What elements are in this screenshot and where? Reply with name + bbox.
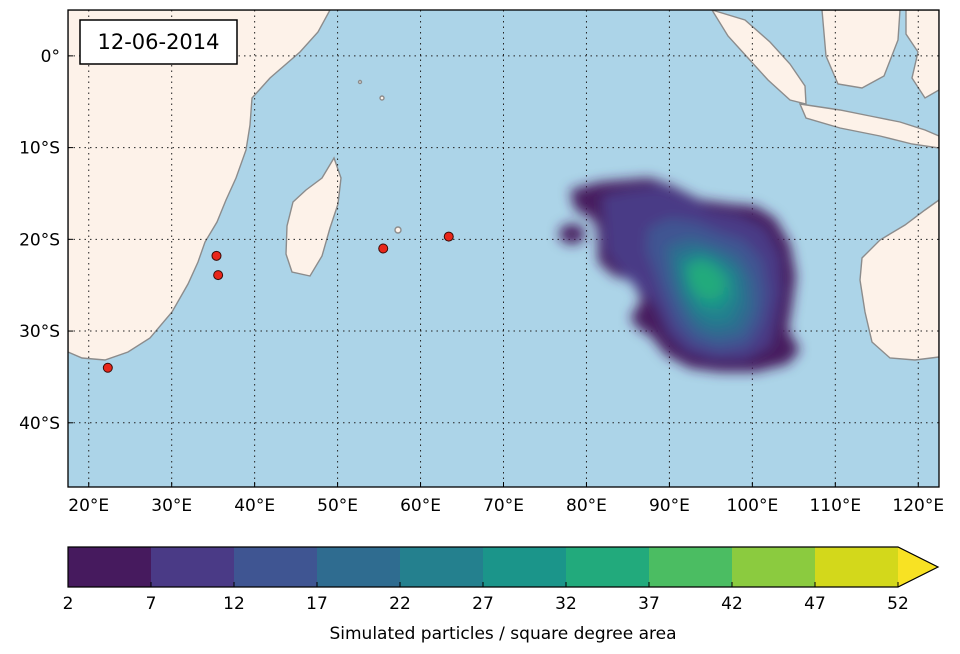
x-tick-label: 40°E (234, 496, 275, 516)
location-marker (378, 243, 389, 254)
x-tick-label: 70°E (483, 496, 524, 516)
java-landmass (798, 103, 939, 149)
x-tick-label: 100°E (727, 496, 779, 516)
colorbar-tick-label: 22 (389, 594, 411, 614)
y-axis-ticks: 0° 10°S 20°S 30°S 40°S (19, 47, 73, 434)
seychelles-island (357, 79, 363, 85)
x-tick-label: 120°E (892, 496, 944, 516)
australia-landmass (859, 199, 939, 361)
africa-landmass (68, 10, 331, 361)
y-tick-label: 40°S (19, 414, 60, 434)
colorbar-tick-label: 32 (555, 594, 577, 614)
x-axis-ticks: 20°E 30°E 40°E 50°E 60°E 70°E 80°E 90°E 100°E 110… (68, 482, 944, 516)
colorbar-tick-label: 27 (472, 594, 494, 614)
colorbar-segment (317, 547, 401, 587)
colorbar-tick-label: 7 (146, 594, 157, 614)
landmasses (68, 10, 939, 361)
y-tick-label: 30°S (19, 322, 60, 342)
colorbar-tick-label: 37 (638, 594, 660, 614)
colorbar-outline (67, 546, 940, 588)
x-tick-label: 90°E (649, 496, 690, 516)
x-tick-label: 60°E (400, 496, 441, 516)
y-tick-label: 10°S (19, 139, 60, 159)
location-marker (211, 250, 222, 261)
colorbar-tick-label: 42 (721, 594, 743, 614)
x-tick-label: 30°E (151, 496, 192, 516)
colorbar-title: Simulated particles / square degree area (329, 624, 676, 644)
colorbar: 2 7 12 17 22 27 32 37 42 47 52 (63, 546, 940, 614)
colorbar-tick-label: 12 (223, 594, 245, 614)
sumatra-landmass (711, 10, 807, 105)
y-tick-label: 20°S (19, 230, 60, 250)
colorbar-tick-label: 47 (804, 594, 826, 614)
location-marker (102, 362, 113, 373)
x-tick-label: 20°E (68, 496, 109, 516)
graticule (68, 10, 939, 487)
colorbar-segment (649, 547, 733, 587)
colorbar-segment (815, 547, 899, 587)
x-tick-label: 50°E (317, 496, 358, 516)
y-tick-label: 0° (41, 47, 60, 67)
colorbar-tick-label: 52 (887, 594, 909, 614)
mauritius-island (379, 95, 385, 101)
colorbar-segment (732, 547, 816, 587)
x-tick-label: 80°E (566, 496, 607, 516)
x-tick-label: 110°E (809, 496, 861, 516)
location-marker (443, 231, 454, 242)
colorbar-tick-label: 17 (306, 594, 328, 614)
colorbar-segment (400, 547, 484, 587)
madagascar-landmass (285, 156, 342, 277)
date-box (79, 19, 238, 65)
colorbar-segment (234, 547, 318, 587)
colorbar-extend-arrow (898, 547, 938, 587)
reunion-island (394, 226, 402, 234)
colorbar-segment (483, 547, 567, 587)
date-label: 12-06-2014 (97, 30, 219, 54)
location-markers (102, 231, 454, 373)
particle-density-field (559, 178, 800, 372)
colorbar-segment (151, 547, 235, 587)
density-level-2-patch (559, 224, 585, 244)
colorbar-segment (566, 547, 650, 587)
colorbar-tick-label: 2 (63, 594, 74, 614)
colorbar-segment (68, 547, 152, 587)
density-level-32 (688, 262, 724, 300)
borneo-landmass (821, 10, 901, 89)
location-marker (213, 270, 224, 281)
